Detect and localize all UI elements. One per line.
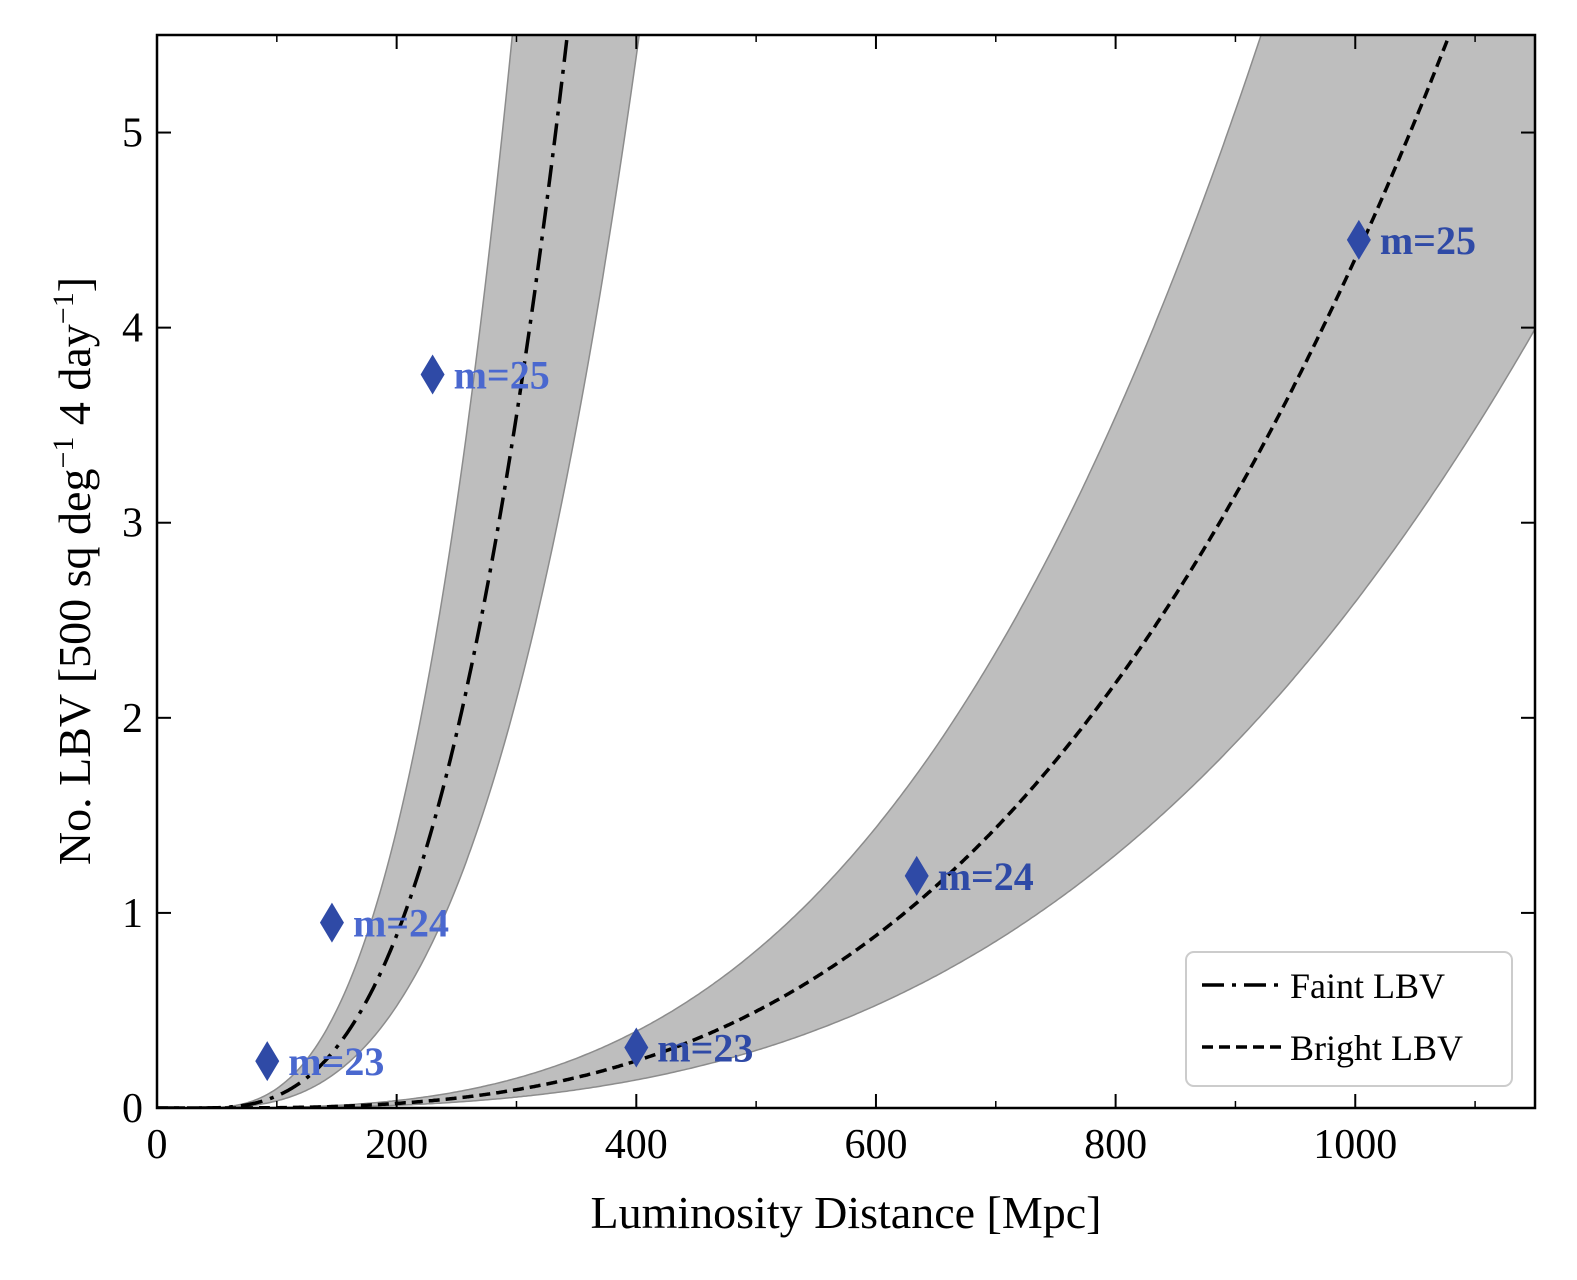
marker-label: m=23	[657, 1026, 753, 1071]
marker-faint	[255, 1041, 280, 1082]
marker-faint	[319, 902, 344, 943]
marker-label: m=24	[353, 901, 449, 946]
curve-bright	[157, 35, 1452, 1108]
marker-label: m=25	[1380, 218, 1476, 263]
legend-label-faint: Faint LBV	[1290, 966, 1445, 1006]
y-tick-label: 4	[122, 306, 143, 352]
x-tick-label: 200	[365, 1122, 428, 1168]
x-tick-label: 1000	[1313, 1122, 1397, 1168]
legend-box	[1185, 951, 1513, 1087]
y-tick-label: 3	[122, 501, 143, 547]
marker-faint	[420, 354, 445, 395]
marker-label: m=23	[288, 1039, 384, 1084]
x-tick-label: 600	[844, 1122, 907, 1168]
marker-label: m=25	[454, 352, 550, 397]
legend: Faint LBV Bright LBV	[1185, 951, 1513, 1087]
marker-bright	[624, 1027, 649, 1068]
x-tick-label: 400	[605, 1122, 668, 1168]
marker-label: m=24	[938, 854, 1034, 899]
confidence-bands	[157, 35, 1535, 1108]
x-axis-label: Luminosity Distance [Mpc]	[590, 1187, 1101, 1238]
x-tick-label: 800	[1084, 1122, 1147, 1168]
tick-labels: 0 200 400 600 800 1000 0 1 2 3 4 5	[122, 111, 1397, 1168]
y-tick-label: 2	[122, 696, 143, 742]
data-markers: m=23 m=24 m=25 m=23 m=24 m=25	[255, 218, 1476, 1084]
band-faint	[157, 35, 640, 1108]
y-tick-label: 0	[122, 1086, 143, 1132]
y-tick-label: 1	[122, 891, 143, 937]
x-tick-label: 0	[147, 1122, 168, 1168]
band-bright	[157, 35, 1535, 1108]
marker-bright	[1346, 219, 1371, 260]
marker-bright	[904, 855, 929, 896]
plot-frame	[155, 33, 1537, 1110]
y-tick-label: 5	[122, 111, 143, 157]
legend-label-bright: Bright LBV	[1290, 1028, 1463, 1068]
y-axis-label: No. LBV [500 sq deg−1 4 day−1]	[47, 277, 100, 865]
